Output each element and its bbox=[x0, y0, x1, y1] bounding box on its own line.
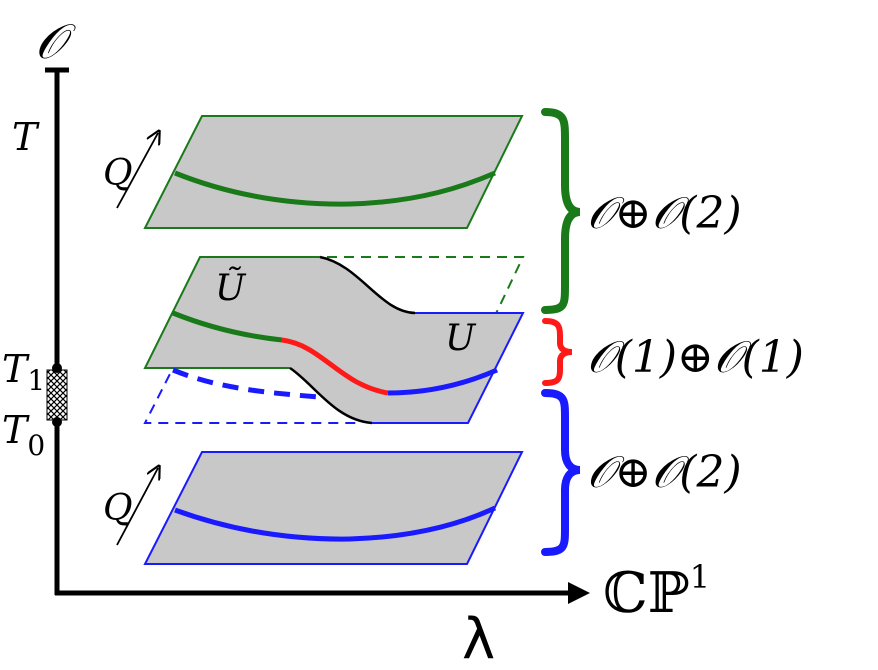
middle-dashed-blue-curve bbox=[172, 367, 321, 400]
space-label-main: ℂℙ bbox=[603, 561, 690, 626]
tick-label-t: T bbox=[12, 115, 40, 159]
bottom-brace bbox=[541, 389, 581, 556]
middle-blue-curve bbox=[387, 367, 499, 396]
top-brace bbox=[541, 108, 581, 314]
hatched-interval bbox=[46, 369, 68, 421]
upper-fold-boundary bbox=[319, 255, 416, 315]
vertical-axis-label: 𝒪 bbox=[35, 14, 76, 70]
axes bbox=[45, 67, 590, 604]
top-q-label: Q bbox=[103, 153, 133, 194]
top-plane bbox=[143, 115, 524, 229]
bottom-plane-curve bbox=[174, 505, 497, 542]
tick-label-t1-main: T bbox=[2, 347, 30, 391]
tick-label-t1: T1 bbox=[2, 347, 45, 397]
tilde-u-label: Ũ bbox=[215, 267, 247, 309]
middle-brace bbox=[542, 318, 573, 386]
space-label: ℂℙ1 bbox=[603, 558, 710, 626]
top-bundle-label: 𝒪⊕𝒪(2) bbox=[587, 188, 742, 239]
tick-label-t0-sub: 0 bbox=[27, 429, 45, 462]
bottom-plane bbox=[143, 451, 524, 565]
top-q-arrow bbox=[116, 133, 158, 209]
t1-dot bbox=[52, 363, 62, 373]
bottom-plane-surface bbox=[143, 451, 524, 565]
green-plane-edges bbox=[143, 256, 320, 369]
bottom-q-arrow bbox=[116, 468, 158, 546]
horizontal-axis-label: λ bbox=[462, 607, 495, 670]
dashed-blue-plane-outline bbox=[143, 367, 360, 424]
space-label-sup: 1 bbox=[690, 558, 710, 596]
lower-fold-boundary bbox=[289, 366, 373, 425]
middle-planes bbox=[143, 255, 525, 425]
top-plane-curve bbox=[174, 170, 496, 207]
tick-label-t0: T0 bbox=[2, 408, 45, 462]
tick-label-t1-sub: 1 bbox=[27, 364, 45, 397]
transition-surface bbox=[145, 257, 523, 423]
horizontal-axis-arrowhead bbox=[568, 582, 590, 604]
tick-label-t0-main: T bbox=[2, 408, 30, 452]
middle-red-curve bbox=[281, 337, 389, 396]
bottom-q-label: Q bbox=[103, 488, 133, 529]
top-plane-surface bbox=[143, 115, 524, 229]
bottom-bundle-label: 𝒪⊕𝒪(2) bbox=[587, 447, 742, 498]
middle-bundle-label: 𝒪(1)⊕𝒪(1) bbox=[587, 332, 804, 383]
u-label: U bbox=[445, 318, 477, 359]
t0-dot bbox=[52, 417, 62, 427]
middle-green-curve bbox=[172, 310, 283, 343]
